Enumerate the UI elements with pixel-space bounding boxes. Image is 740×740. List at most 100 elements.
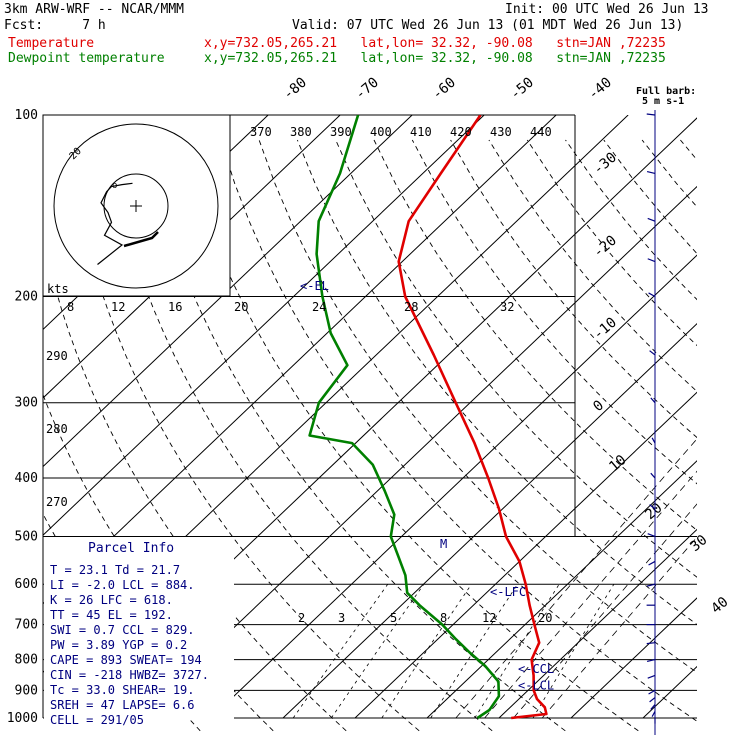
theta-e-label: 370: [250, 125, 272, 139]
moist-adiabat: [513, 503, 697, 719]
legend-temperature-location: x,y=732.05,265.21 lat,lon= 32.32, -90.08…: [204, 36, 666, 51]
dry-adiabat-label: 290: [46, 349, 68, 363]
isotherm-line: [642, 665, 697, 719]
mixing-ratio-line: [430, 583, 518, 719]
temperature-profile: [397, 115, 548, 720]
marker-el: <-EL: [300, 279, 329, 293]
dry-adiabat-label: 270: [46, 495, 68, 509]
isotherm-line: [354, 391, 697, 719]
theta-e-label: 440: [530, 125, 552, 139]
isotherm-line: [43, 115, 557, 605]
dry-adiabat: [67, 139, 420, 732]
isotherm-label: 40: [708, 594, 731, 617]
parcel-info-row: PW = 3.89 YGP = 0.2: [50, 638, 187, 652]
hodograph-trace: [97, 182, 133, 265]
theta-e-label: 420: [450, 125, 472, 139]
dry-adiabat: [719, 140, 740, 731]
mixing-ratio-label: 8: [440, 611, 447, 625]
isotherm-line: [282, 323, 697, 719]
pw-scale-label: 32: [500, 300, 514, 314]
isotherm-line: [138, 185, 697, 719]
parcel-info-title: Parcel Info: [88, 541, 174, 556]
wind-barb: [650, 472, 656, 479]
wind-barb: [646, 642, 656, 645]
mixing-ratio-label: 3: [338, 611, 345, 625]
wind-barb: [649, 350, 656, 356]
isotherm-label: 20: [642, 500, 665, 523]
mixing-ratio-line: [330, 583, 425, 719]
wind-barb: [650, 397, 656, 404]
isotherm-line: [43, 115, 413, 468]
wind-barb: [646, 658, 656, 663]
isotherm-line: [210, 254, 697, 719]
dry-adiabat: [105, 139, 493, 732]
isotherm-line: [43, 115, 485, 536]
dewpoint-profile: [308, 115, 501, 720]
dry-adiabat: [335, 139, 697, 578]
hodograph-ring-outer: [53, 123, 219, 289]
theta-e-label: 410: [410, 125, 432, 139]
dry-adiabat-label: 280: [46, 422, 68, 436]
init-time: Init: 00 UTC Wed 26 Jun 13: [505, 2, 709, 17]
pressure-label-300: 300: [15, 396, 38, 411]
marker-m: M: [440, 537, 447, 551]
dry-adiabat: [641, 139, 697, 208]
isotherm-label: -20: [590, 233, 620, 262]
wind-barb: [648, 560, 656, 566]
wind-barb: [647, 674, 656, 679]
isotherm-label: -80: [280, 75, 310, 104]
isotherm-line: [43, 115, 341, 399]
theta-e-label: 380: [290, 125, 312, 139]
pressure-label-100: 100: [15, 108, 38, 123]
model-title: 3km ARW-WRF -- NCAR/MMM: [4, 2, 185, 17]
wind-barb: [646, 113, 656, 116]
pw-scale-label: 28: [404, 300, 418, 314]
dry-adiabat: [488, 139, 697, 393]
dry-adiabat: [182, 139, 639, 732]
parcel-info-row: T = 23.1 Td = 21.7: [50, 563, 180, 577]
legend-dewpoint: Dewpoint temperature: [8, 51, 165, 66]
theta-e-label: 400: [370, 125, 392, 139]
parcel-info-row: SREH = 47 LAPSE= 6.6: [50, 698, 195, 712]
pw-scale-label: 20: [234, 300, 248, 314]
mixing-ratio-label: 2: [298, 611, 305, 625]
isotherm-label: -50: [507, 75, 537, 104]
marker-lcl: <-LCL: [518, 679, 554, 693]
parcel-info-row: CELL = 291/05: [50, 713, 144, 727]
mixing-ratio-line: [292, 583, 389, 719]
dry-adiabat: [411, 139, 697, 485]
legend-temperature: Temperature: [8, 36, 95, 51]
moist-adiabat: [541, 536, 697, 719]
isotherm-line: [498, 528, 697, 719]
theta-e-label: 430: [490, 125, 512, 139]
pressure-label-200: 200: [15, 290, 38, 305]
wind-barb-legend-title: Full barb:: [636, 86, 696, 97]
dry-adiabat: [680, 139, 697, 161]
pressure-label-400: 400: [15, 471, 38, 486]
theta-e-label: 390: [330, 125, 352, 139]
isotherm-label: -10: [590, 315, 620, 344]
isotherm-label: -30: [590, 150, 620, 179]
pw-scale-label: 24: [312, 300, 326, 314]
mixing-ratio-line: [381, 583, 472, 719]
pressure-label-600: 600: [15, 577, 38, 592]
forecast-hour: Fcst: 7 h: [4, 18, 106, 33]
wind-barb: [648, 292, 656, 298]
dry-adiabat: [296, 139, 697, 626]
isotherm-label: -70: [352, 75, 382, 104]
wind-barb: [648, 689, 656, 695]
wind-barb: [651, 711, 656, 717]
mixing-ratio-label: 5: [390, 611, 397, 625]
legend-dewpoint-location: x,y=732.05,265.21 lat,lon= 32.32, -90.08…: [204, 51, 666, 66]
parcel-info-row: CIN = -218 HWBZ= 3727.: [50, 668, 209, 682]
hodograph-units-label: kts: [47, 282, 69, 296]
hodograph-lowlevel-trace: [123, 231, 159, 248]
parcel-info-row: CAPE = 893 SWEAT= 194: [50, 653, 202, 667]
dry-adiabat: [603, 139, 697, 255]
wind-barb: [649, 504, 656, 510]
pw-scale-label: 12: [111, 300, 125, 314]
wind-barb: [646, 583, 656, 587]
wind-barb: [646, 170, 656, 175]
pw-scale-label: 16: [168, 300, 182, 314]
